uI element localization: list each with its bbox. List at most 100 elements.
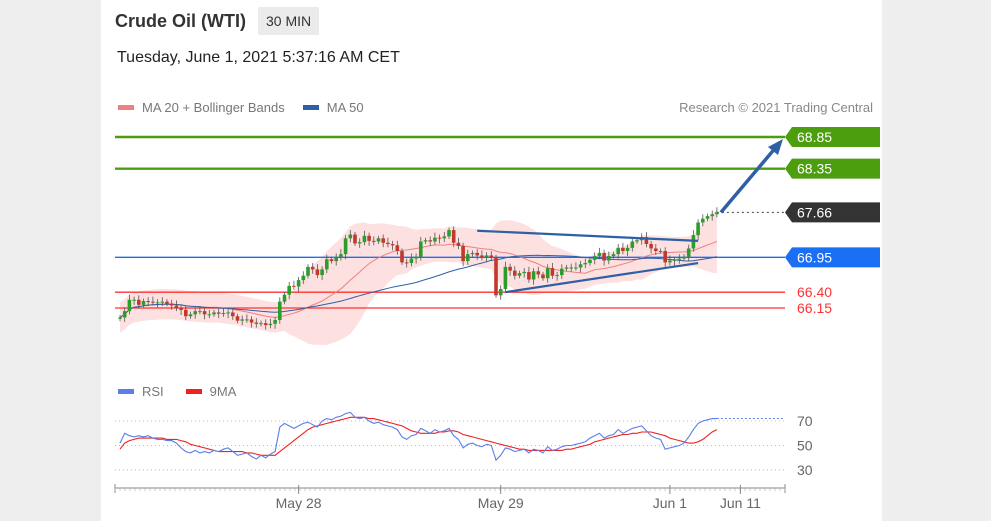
candle — [484, 252, 489, 263]
candle — [372, 236, 376, 246]
candle-body — [390, 244, 395, 246]
candle-body — [588, 259, 592, 264]
candle — [226, 309, 230, 319]
candle — [193, 307, 197, 319]
candle-body — [686, 248, 691, 257]
candle — [668, 255, 672, 266]
candle — [550, 263, 555, 279]
rsi-tick-label: 30 — [797, 462, 813, 478]
candle — [677, 254, 682, 264]
candle — [132, 296, 136, 305]
research-credit: Research © 2021 Trading Central — [679, 100, 873, 115]
candle — [404, 258, 409, 268]
candle — [630, 237, 635, 252]
candle — [245, 314, 249, 323]
candle-body — [541, 274, 545, 279]
candle-body — [578, 264, 583, 268]
candle — [498, 285, 503, 300]
candle — [221, 308, 226, 317]
candle — [400, 248, 404, 265]
candle — [654, 244, 658, 255]
candle — [169, 299, 174, 310]
candle — [541, 271, 545, 281]
candle — [527, 266, 531, 283]
candle-body — [513, 270, 517, 276]
candle — [320, 266, 324, 281]
candle — [621, 242, 625, 255]
candle — [686, 244, 691, 262]
candle-body — [409, 258, 414, 264]
candle — [235, 313, 240, 324]
candle-body — [122, 311, 127, 318]
level-tag-pivot: 66.95 — [785, 247, 880, 268]
candle — [696, 219, 700, 241]
candle-body — [710, 214, 714, 217]
candle-body — [263, 323, 268, 326]
candle-body — [649, 244, 653, 249]
candle-body — [696, 222, 700, 236]
ma50-line — [119, 254, 717, 318]
candle-body — [625, 247, 630, 251]
candle — [231, 308, 235, 321]
candle-body — [484, 255, 489, 258]
candle — [588, 257, 592, 266]
candle — [649, 240, 653, 254]
level-tag-shape — [785, 202, 880, 223]
candle — [419, 237, 423, 261]
candle-body — [498, 289, 503, 296]
candle — [574, 262, 578, 271]
candle-body — [592, 256, 597, 260]
candle — [287, 282, 291, 300]
candle-body — [207, 314, 212, 316]
candle — [160, 297, 165, 307]
candle-body — [151, 301, 155, 303]
candle-body — [663, 251, 667, 263]
level-label: 68.35 — [797, 161, 832, 177]
candle-body — [357, 242, 362, 244]
candle — [122, 307, 127, 322]
legend-rsi: RSI — [118, 384, 164, 399]
candle — [259, 320, 263, 327]
candle — [301, 271, 306, 284]
candle-body — [202, 311, 207, 315]
candle — [414, 253, 418, 264]
candle-body — [654, 248, 658, 251]
candle — [658, 248, 663, 254]
candle-body — [611, 254, 616, 257]
candle — [560, 264, 564, 279]
candle — [451, 226, 456, 248]
time-tick-label: May 28 — [276, 495, 322, 511]
candle — [137, 295, 141, 309]
candle — [151, 296, 155, 306]
candle-body — [644, 237, 649, 245]
candle — [705, 213, 710, 222]
candle-body — [137, 299, 141, 305]
candle — [329, 256, 334, 264]
candle-body — [677, 258, 682, 260]
candle — [545, 264, 550, 283]
candle — [597, 247, 602, 260]
candle-body — [306, 266, 310, 276]
candle-body — [569, 267, 573, 269]
candle-body — [607, 256, 611, 261]
timeframe-badge[interactable]: 30 MIN — [257, 7, 320, 35]
candle-body — [404, 262, 409, 264]
candle-body — [658, 251, 663, 252]
candle — [310, 263, 315, 274]
candle — [249, 316, 254, 328]
level-label: 68.85 — [797, 129, 832, 145]
candle-body — [320, 269, 324, 276]
ma20-line — [119, 240, 718, 318]
level-tag-shape — [785, 158, 880, 179]
candle — [165, 299, 169, 307]
candle — [437, 234, 442, 244]
candle — [672, 256, 677, 266]
candle-body — [574, 267, 578, 269]
candle-body — [536, 271, 541, 275]
candle-body — [414, 256, 418, 259]
candle-body — [235, 316, 240, 321]
candle-body — [292, 285, 296, 287]
datetime-label: Tuesday, June 1, 2021 5:37:16 AM CET — [117, 49, 400, 66]
candle — [357, 238, 362, 248]
candle-body — [118, 317, 122, 319]
